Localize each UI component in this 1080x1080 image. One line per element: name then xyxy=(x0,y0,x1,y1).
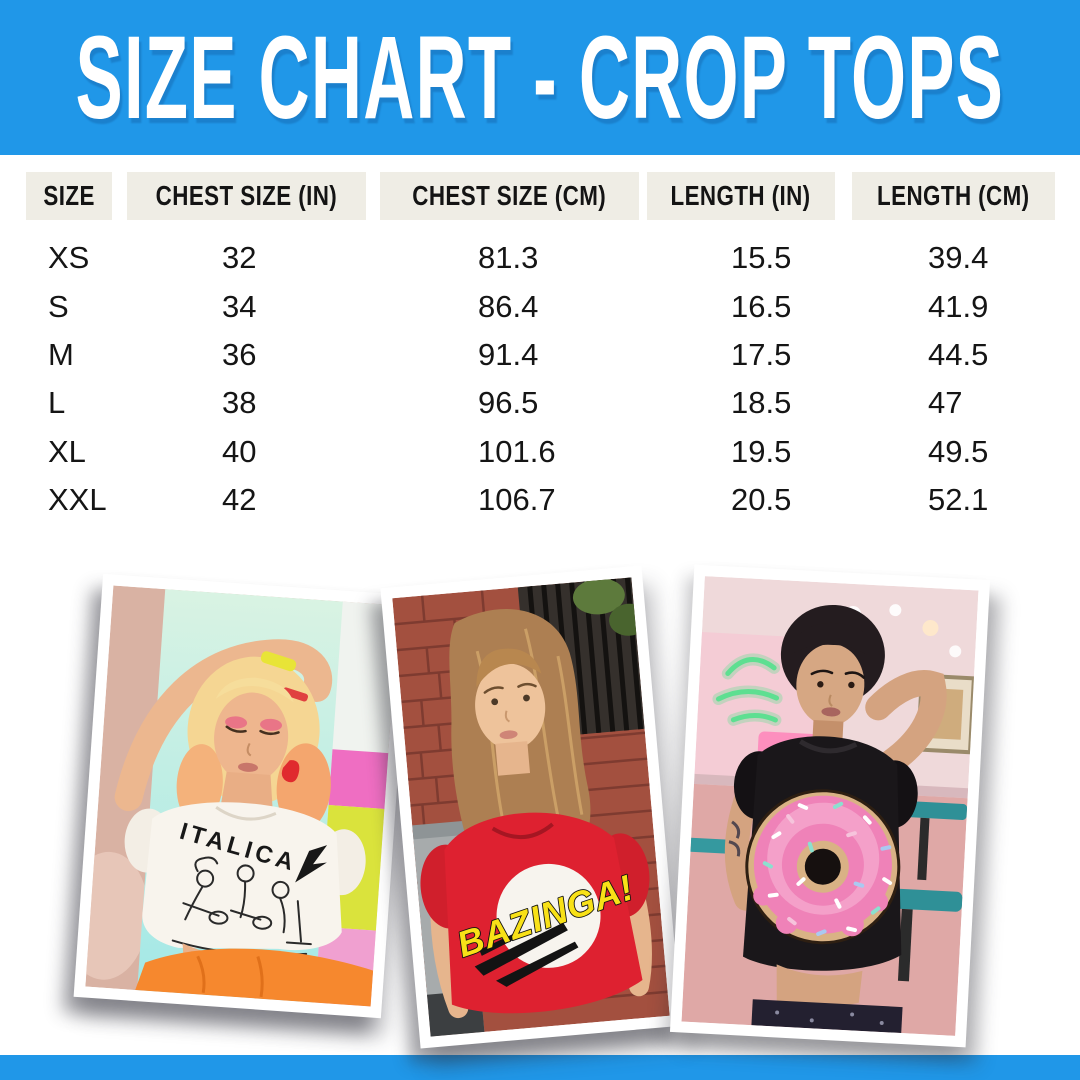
cell-chest-cm: 86.4 xyxy=(478,288,539,324)
bottom-strip xyxy=(0,1055,1080,1080)
cell-size: XS xyxy=(48,240,90,276)
cell-length-in: 16.5 xyxy=(731,288,792,324)
cell-length-cm: 49.5 xyxy=(928,433,989,469)
cell-size: XL xyxy=(48,433,86,469)
photo-3-scene xyxy=(681,576,979,1036)
cell-chest-in: 40 xyxy=(222,433,257,469)
cell-chest-in: 36 xyxy=(222,336,257,372)
cell-size: L xyxy=(48,385,66,421)
size-table-body: XS 32 81.3 15.5 39.4 S 34 86.4 16.5 41.9… xyxy=(0,234,1080,524)
tattoo xyxy=(728,820,741,857)
cell-chest-cm: 96.5 xyxy=(478,385,539,421)
hair-clip xyxy=(260,651,297,672)
face xyxy=(214,692,289,783)
table-row-xxl: XXL 42 106.7 20.5 52.1 xyxy=(0,476,1080,524)
cell-size: S xyxy=(48,288,69,324)
cell-length-cm: 41.9 xyxy=(928,288,989,324)
table-row-xs: XS 32 81.3 15.5 39.4 xyxy=(0,234,1080,282)
cell-length-in: 17.5 xyxy=(731,336,792,372)
cell-length-in: 15.5 xyxy=(731,240,792,276)
lightning-streaks xyxy=(474,922,579,987)
neon-sign xyxy=(712,653,783,727)
sprinkles xyxy=(762,801,893,937)
photo-red-bazinga-crop-top: BAZINGA! xyxy=(380,565,682,1049)
cell-chest-in: 38 xyxy=(222,385,257,421)
cell-chest-cm: 91.4 xyxy=(478,336,539,372)
earring xyxy=(281,760,300,783)
face xyxy=(796,643,865,726)
table-row-l: L 38 96.5 18.5 47 xyxy=(0,379,1080,427)
photo-2-scene: BAZINGA! xyxy=(392,577,670,1037)
cell-chest-cm: 106.7 xyxy=(478,482,556,518)
photo-white-italica-crop-top: ITALICA xyxy=(73,573,411,1019)
banner: SIZE CHART - CROP TOPS xyxy=(0,0,1080,155)
photo-black-donut-crop-top xyxy=(669,564,991,1048)
cell-chest-cm: 81.3 xyxy=(478,240,539,276)
table-row-xl: XL 40 101.6 19.5 49.5 xyxy=(0,428,1080,476)
page-title: SIZE CHART - CROP TOPS xyxy=(75,11,1005,144)
cell-chest-in: 32 xyxy=(222,240,257,276)
donut-graphic xyxy=(745,789,901,945)
crop-top xyxy=(142,802,342,951)
raised-arm xyxy=(865,670,947,776)
cell-size: M xyxy=(48,336,74,372)
orange-skirt xyxy=(135,948,374,1007)
cell-length-in: 19.5 xyxy=(731,433,792,469)
cell-length-cm: 47 xyxy=(928,385,963,421)
column-header-length-in: LENGTH (IN) xyxy=(647,172,835,220)
cell-size: XXL xyxy=(48,482,107,518)
column-header-chest-cm: CHEST SIZE (CM) xyxy=(380,172,639,220)
cell-chest-in: 42 xyxy=(222,482,257,518)
cell-length-cm: 39.4 xyxy=(928,240,989,276)
cell-chest-in: 34 xyxy=(222,288,257,324)
cell-chest-cm: 101.6 xyxy=(478,433,556,469)
photo-1-scene: ITALICA xyxy=(85,585,399,1007)
cell-length-in: 18.5 xyxy=(731,385,792,421)
lightning-letter xyxy=(295,845,328,883)
column-header-length-cm: LENGTH (CM) xyxy=(852,172,1055,220)
cell-length-cm: 44.5 xyxy=(928,336,989,372)
table-row-m: M 36 91.4 17.5 44.5 xyxy=(0,331,1080,379)
column-header-size: SIZE xyxy=(26,172,112,220)
cell-length-cm: 52.1 xyxy=(928,482,989,518)
cell-length-in: 20.5 xyxy=(731,482,792,518)
table-row-s: S 34 86.4 16.5 41.9 xyxy=(0,282,1080,330)
column-header-chest-in: CHEST SIZE (IN) xyxy=(127,172,366,220)
